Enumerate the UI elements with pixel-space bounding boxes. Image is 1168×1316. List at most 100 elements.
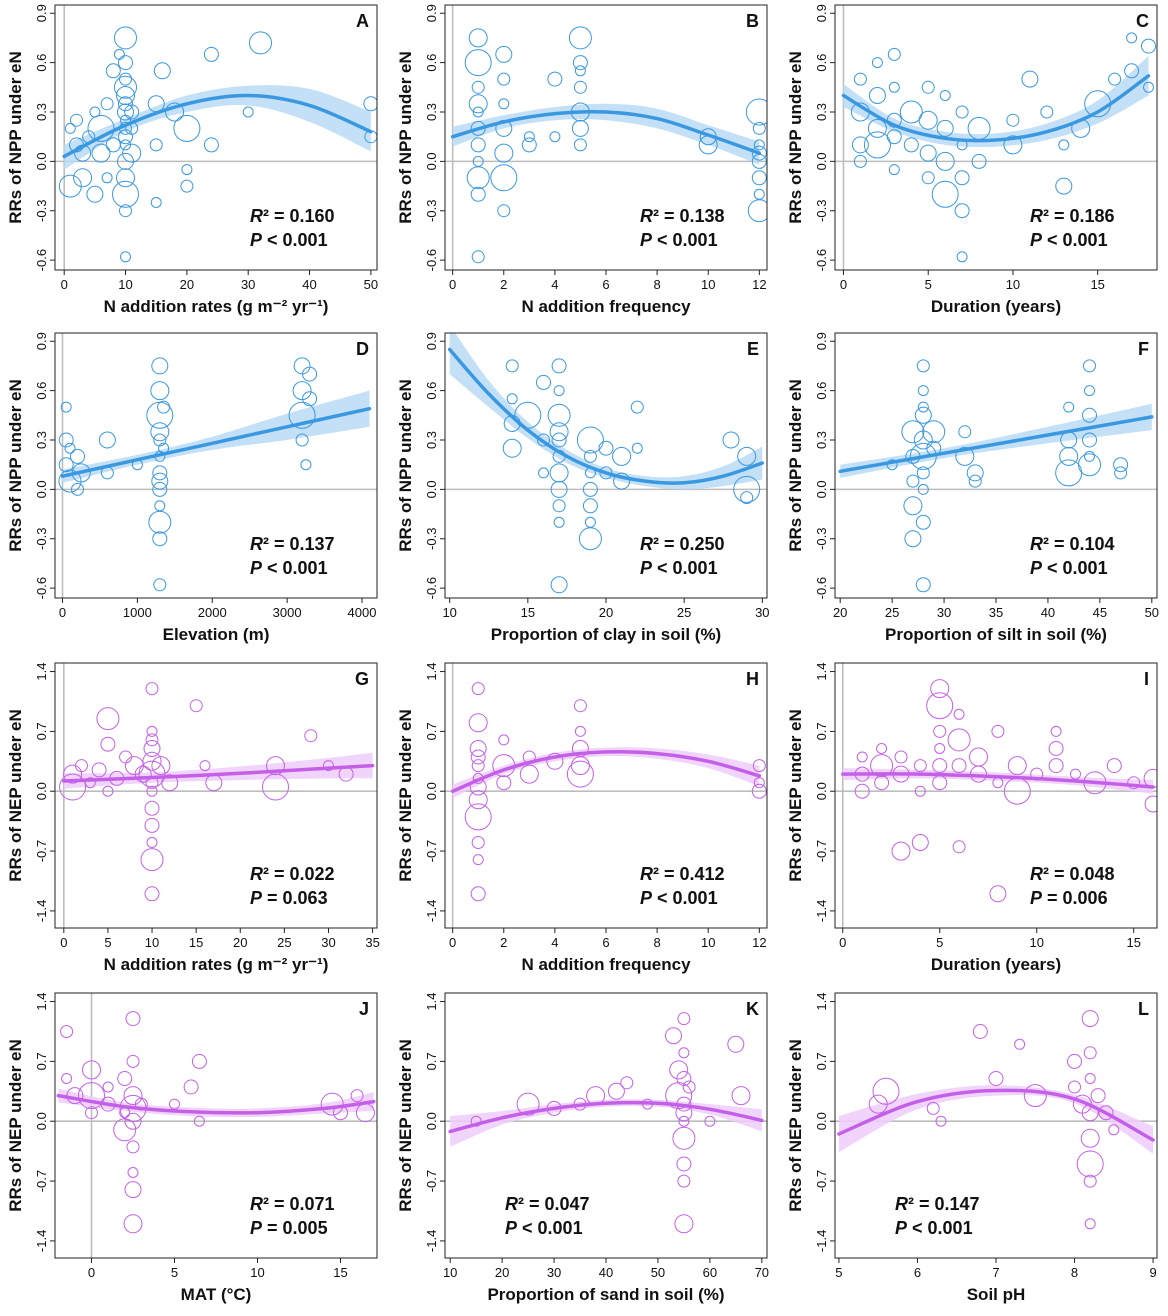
data-point [266, 756, 285, 776]
data-point [573, 80, 587, 94]
data-point [1126, 32, 1138, 44]
data-point [470, 137, 486, 153]
panel-b: 0 2 4 6 8 10 12 -0.6 -0.3 0.0 0.3 0.6 0.9 N addition … [396, 4, 768, 316]
x-tick-label: 12 [752, 277, 766, 292]
x-tick-label: 2000 [198, 605, 227, 620]
x-tick-label: 30 [547, 1265, 561, 1280]
data-point [126, 1054, 140, 1068]
x-tick-label: 5 [104, 935, 111, 950]
panel-j: 0 5 10 15 -1.4 -0.7 0.0 0.7 1.4 MAT (°C) RRs of NE… [6, 992, 378, 1304]
data-point [191, 1053, 207, 1069]
data-point [60, 1025, 74, 1038]
data-point [854, 783, 870, 799]
panel-i: 0 5 10 15 -1.4 -0.7 0.0 0.7 1.4 Duration (years) R… [786, 662, 1158, 974]
plot-area [55, 333, 377, 598]
y-tick-label: -1.4 [424, 900, 439, 922]
r-squared-label: R² = 0.022 [250, 864, 335, 884]
data-point [612, 446, 632, 466]
plot-area [445, 333, 767, 594]
data-point [1070, 768, 1081, 780]
data-point [470, 1115, 482, 1127]
y-tick-label: -0.6 [814, 577, 829, 599]
data-point [119, 72, 132, 86]
y-tick-label: 0.9 [34, 4, 49, 22]
data-point [59, 773, 87, 801]
y-tick-label: 0.3 [814, 103, 829, 121]
data-point [704, 1115, 716, 1127]
x-axis-title: N addition frequency [521, 955, 691, 974]
data-point [1055, 177, 1073, 195]
data-point [1063, 401, 1075, 413]
y-tick-label: 0.0 [424, 480, 439, 498]
x-tick-label: 9 [1149, 1265, 1156, 1280]
data-point [903, 137, 919, 153]
plot-area [445, 663, 767, 928]
data-point [152, 531, 168, 547]
y-tick-label: 0.6 [814, 382, 829, 400]
x-tick-label: 15 [1090, 277, 1104, 292]
data-point [952, 840, 966, 854]
y-tick-label: -1.4 [814, 1230, 829, 1252]
data-point [909, 442, 937, 470]
x-tick-label: 40 [302, 277, 316, 292]
data-point [117, 1071, 133, 1086]
data-point [123, 1086, 143, 1106]
fit-line [62, 93, 373, 159]
x-tick-label: 5 [171, 1265, 178, 1280]
data-point [630, 400, 644, 414]
data-point [676, 1071, 692, 1086]
data-point [913, 430, 933, 450]
x-tick-label: 35 [365, 935, 379, 950]
y-tick-label: 0.0 [424, 152, 439, 170]
data-point [73, 168, 93, 188]
x-tick-label: 10 [701, 935, 715, 950]
data-point [143, 740, 161, 757]
data-point [751, 145, 767, 161]
y-tick-label: 0.6 [34, 382, 49, 400]
x-tick-label: 40 [1041, 605, 1055, 620]
data-point [547, 71, 563, 87]
data-point [87, 114, 115, 142]
data-point [471, 80, 485, 94]
confidence-band [62, 390, 370, 483]
data-point [584, 516, 596, 528]
data-point [915, 577, 931, 593]
y-tick-label: 0.0 [814, 480, 829, 498]
y-axis-title: RRs of NPP under eN [786, 379, 805, 552]
x-axis-title: Proportion of silt in soil (%) [885, 625, 1107, 644]
data-point [549, 422, 569, 442]
data-point [989, 885, 1007, 903]
data-point [127, 1167, 139, 1178]
data-point [146, 725, 158, 737]
data-point [752, 121, 766, 135]
data-point [86, 185, 104, 203]
p-value-label: P < 0.001 [640, 558, 718, 578]
data-point [747, 199, 767, 223]
data-point [677, 1174, 691, 1188]
y-tick-label: -0.6 [424, 249, 439, 271]
data-point [1108, 72, 1122, 86]
data-point [915, 514, 931, 530]
y-tick-label: 0.6 [814, 54, 829, 72]
x-tick-label: 4000 [348, 605, 377, 620]
data-point [752, 759, 766, 773]
x-tick-label: 0 [88, 1265, 95, 1280]
x-tick-label: 10 [1006, 277, 1020, 292]
data-point [939, 90, 951, 101]
y-tick-label: -1.4 [34, 1230, 49, 1252]
y-tick-label: 0.9 [424, 332, 439, 350]
data-point [737, 446, 757, 466]
data-point [91, 143, 111, 163]
data-point [150, 381, 170, 401]
data-point [1084, 1218, 1096, 1230]
x-tick-label: 10 [701, 277, 715, 292]
data-point [753, 777, 765, 789]
data-point [1048, 758, 1064, 774]
data-point [1084, 385, 1095, 397]
data-point [867, 118, 887, 138]
x-tick-label: 2 [500, 935, 507, 950]
x-axis-title: Soil pH [967, 1285, 1026, 1304]
data-point [955, 105, 969, 119]
confidence-band [449, 333, 763, 490]
data-point [678, 1115, 690, 1127]
